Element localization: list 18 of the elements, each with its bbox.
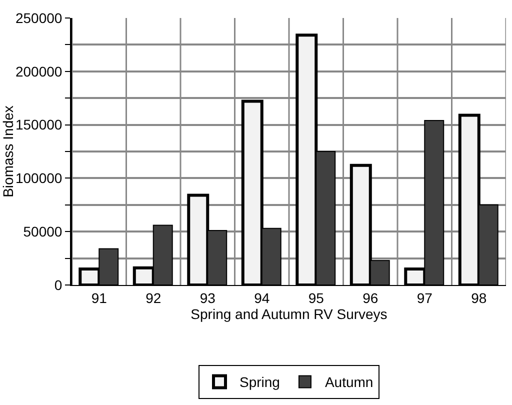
y-axis-title: Biomass Index xyxy=(0,106,16,198)
y-tick-label: 200000 xyxy=(15,63,62,80)
x-tick-label: 96 xyxy=(362,290,378,306)
y-tick-label: 0 xyxy=(54,276,62,293)
x-tick-label: 98 xyxy=(471,290,487,306)
x-tick-label: 95 xyxy=(308,290,324,306)
y-tick-label: 50000 xyxy=(23,224,62,240)
y-tick-label: 250000 xyxy=(15,10,62,26)
x-tick-label: 94 xyxy=(254,290,270,306)
x-tick-label: 97 xyxy=(416,290,433,306)
x-tick-label: 92 xyxy=(146,290,162,306)
x-tick-label: 93 xyxy=(200,290,216,306)
y-tick-label: 150000 xyxy=(15,116,62,133)
x-tick-label: 91 xyxy=(91,290,108,306)
legend-label: Spring xyxy=(240,374,280,390)
legend-label: Autumn xyxy=(324,374,374,390)
x-axis-title: Spring and Autumn RV Surveys xyxy=(190,306,388,322)
y-tick-label: 100000 xyxy=(15,170,62,186)
